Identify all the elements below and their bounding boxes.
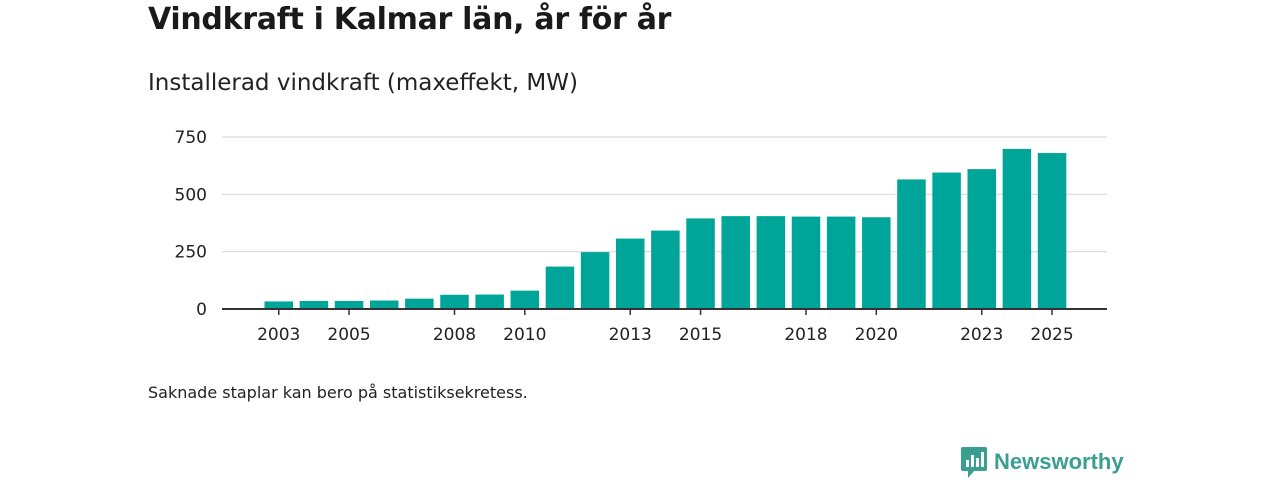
bar-chart: 0 250 500 750 2003: 33 2004: 35 2005: 35 2006:… — [175, 128, 1107, 345]
chart-subtitle: Installerad vindkraft (maxeffekt, MW) — [148, 70, 578, 96]
y-tick-label: 250 — [175, 243, 207, 263]
x-tick-label: 2025 — [1030, 325, 1073, 345]
y-tick-label: 0 — [196, 300, 207, 320]
y-tick-label: 500 — [175, 185, 207, 205]
bar: 2014: 342 — [651, 230, 680, 309]
x-tick-label: 2005 — [327, 325, 370, 345]
bar: 2025: 680 — [1037, 153, 1067, 309]
footnote: Saknade staplar kan bero på statistiksek… — [148, 383, 528, 402]
x-tick-label: 2018 — [784, 325, 827, 345]
x-tick-label: 2023 — [960, 325, 1003, 345]
bars: 2003: 33 2004: 35 2005: 35 2006: 37 2007: 45… — [264, 148, 1067, 309]
bar: 2005: 35 — [334, 300, 364, 309]
bar: 2008: 62 — [440, 294, 469, 309]
y-axis-ticks: 0 250 500 750 — [175, 128, 207, 320]
bar: 2015: 395 — [686, 218, 715, 309]
x-tick-label: 2013 — [609, 325, 652, 345]
bar: 2012: 248 — [580, 252, 610, 309]
bar: 2009: 63 — [475, 294, 504, 309]
x-axis-ticks: 2003 2005 2008 2010 2013 2015 2018 2020 2023 2025 — [257, 309, 1074, 345]
bar: 2003: 33 — [264, 301, 293, 309]
bar: 2007: 45 — [405, 298, 434, 309]
brand-name: Newsworthy — [994, 449, 1124, 474]
bar: 2018: 403 — [791, 216, 821, 309]
bar: 2021: 565 — [897, 179, 926, 309]
bar-chart-logo-icon — [961, 447, 987, 478]
x-tick-label: 2003 — [257, 325, 300, 345]
y-tick-label: 750 — [175, 128, 207, 148]
bar: 2023: 610 — [967, 169, 996, 309]
bar: 2006: 37 — [369, 300, 399, 309]
x-tick-label: 2008 — [433, 325, 476, 345]
bar: 2019: 403 — [826, 216, 856, 309]
x-tick-label: 2020 — [855, 325, 898, 345]
bar: 2022: 595 — [932, 172, 961, 309]
bar: 2011: 185 — [545, 266, 575, 309]
bar: 2020: 400 — [862, 217, 891, 309]
bar: 2013: 307 — [616, 238, 645, 309]
bar: 2004: 35 — [299, 300, 329, 309]
bar: 2024: 698 — [1002, 148, 1032, 309]
bar: 2016: 405 — [721, 216, 750, 309]
chart-title: Vindkraft i Kalmar län, år för år — [148, 2, 672, 37]
bar: 2010: 80 — [510, 290, 540, 309]
bar: 2017: 405 — [756, 216, 786, 309]
x-tick-label: 2015 — [679, 325, 722, 345]
x-tick-label: 2010 — [503, 325, 546, 345]
brand-logo[interactable]: Newsworthy — [960, 444, 1124, 480]
